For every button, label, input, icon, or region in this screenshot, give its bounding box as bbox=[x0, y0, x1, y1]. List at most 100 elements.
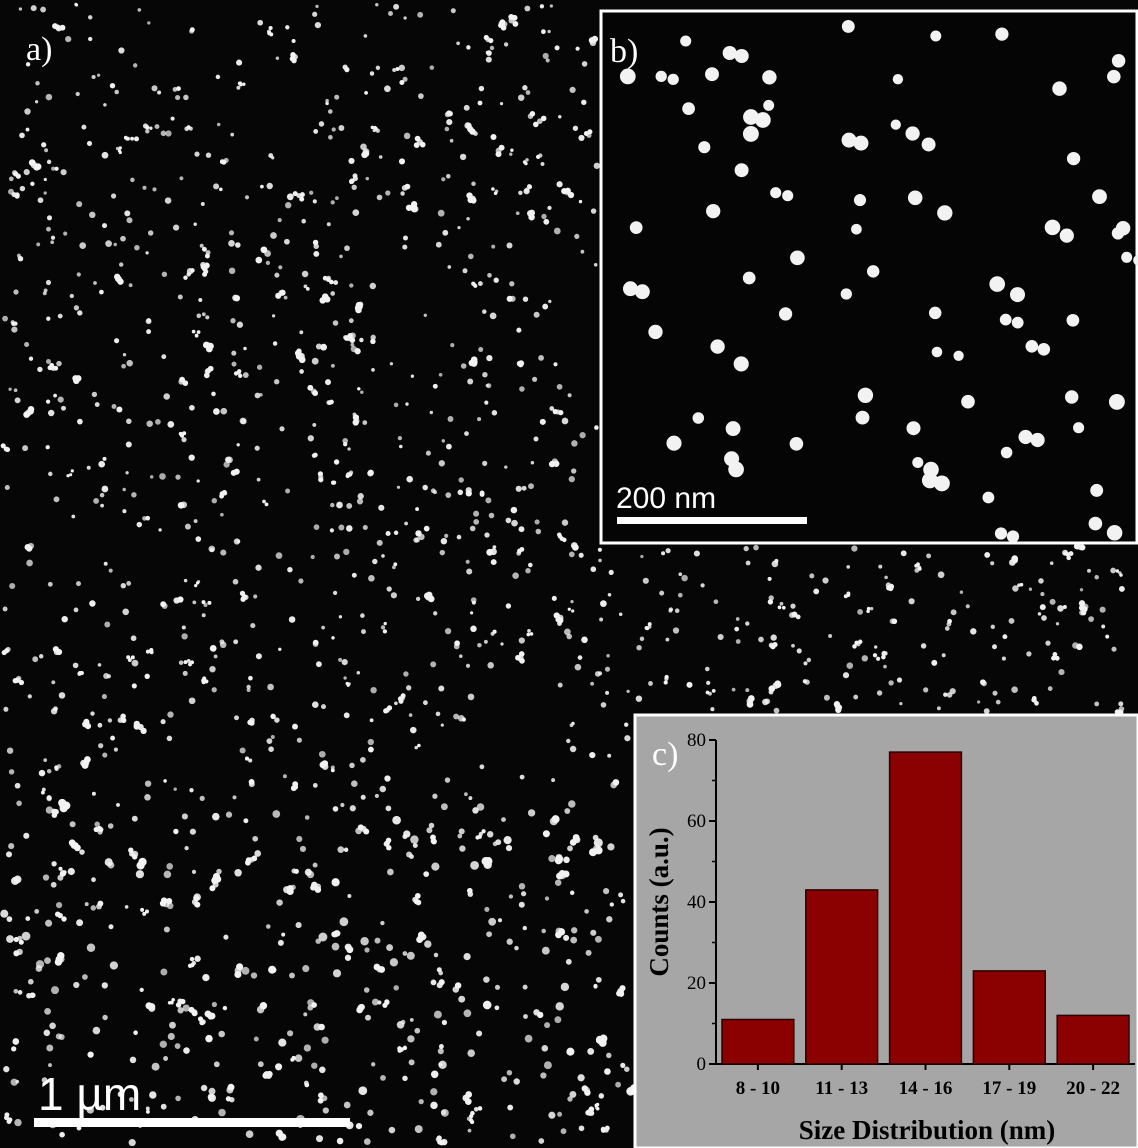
nanoparticle bbox=[255, 256, 263, 264]
nanoparticle bbox=[124, 210, 131, 217]
nanoparticle bbox=[791, 611, 798, 618]
nanoparticle bbox=[580, 249, 585, 254]
nanoparticle bbox=[251, 855, 258, 862]
nanoparticle bbox=[402, 76, 408, 82]
nanoparticle bbox=[238, 373, 243, 378]
nanoparticle bbox=[866, 606, 871, 611]
nanoparticle bbox=[1087, 568, 1091, 573]
nanoparticle bbox=[501, 1076, 508, 1083]
nanoparticle bbox=[73, 607, 79, 613]
nanoparticle bbox=[491, 187, 495, 191]
nanoparticle bbox=[333, 459, 340, 465]
nanoparticle bbox=[343, 847, 349, 853]
nanoparticle bbox=[535, 154, 541, 160]
nanoparticle bbox=[374, 937, 381, 944]
nanoparticle bbox=[486, 354, 493, 362]
nanoparticle bbox=[681, 574, 688, 582]
nanoparticle bbox=[600, 1127, 606, 1133]
nanoparticle bbox=[145, 909, 149, 914]
nanoparticle bbox=[102, 1014, 108, 1021]
nanoparticle bbox=[211, 391, 216, 397]
nanoparticle bbox=[349, 178, 355, 184]
nanoparticle bbox=[507, 1104, 514, 1111]
nanoparticle bbox=[71, 514, 76, 519]
nanoparticle bbox=[551, 778, 556, 783]
nanoparticle bbox=[413, 537, 419, 543]
nanoparticle bbox=[225, 811, 233, 818]
nanoparticle bbox=[950, 609, 957, 616]
nanoparticle bbox=[23, 411, 30, 418]
nanoparticle bbox=[493, 277, 499, 283]
nanoparticle bbox=[48, 1063, 52, 1068]
nanoparticle bbox=[440, 1109, 447, 1115]
nanoparticle bbox=[429, 65, 435, 70]
nanoparticle bbox=[157, 90, 162, 95]
nanoparticle bbox=[500, 24, 507, 31]
nanoparticle bbox=[591, 35, 599, 43]
nanoparticle bbox=[246, 684, 251, 690]
x-axis-ticks: 8 - 10 11 - 13 14 - 16 17 - 19 20 - 22 bbox=[736, 1064, 1120, 1099]
nanoparticle bbox=[579, 432, 586, 439]
nanoparticle bbox=[906, 421, 921, 436]
nanoparticle bbox=[430, 1070, 439, 1079]
nanoparticle bbox=[989, 276, 1006, 292]
nanoparticle bbox=[1058, 669, 1065, 676]
nanoparticle bbox=[49, 1022, 56, 1030]
nanoparticle bbox=[466, 887, 473, 894]
nanoparticle bbox=[415, 507, 420, 512]
nanoparticle bbox=[767, 576, 772, 581]
nanoparticle bbox=[851, 545, 858, 552]
nanoparticle bbox=[983, 708, 990, 715]
nanoparticle bbox=[1076, 643, 1083, 651]
nanoparticle bbox=[408, 713, 413, 717]
nanoparticle bbox=[391, 565, 396, 570]
nanoparticle bbox=[619, 68, 636, 85]
nanoparticle bbox=[147, 21, 151, 25]
nanoparticle bbox=[374, 793, 379, 798]
nanoparticle bbox=[193, 519, 198, 524]
nanoparticle bbox=[152, 187, 157, 192]
nanoparticle bbox=[477, 281, 483, 287]
nanoparticle bbox=[91, 391, 98, 398]
nanoparticle bbox=[541, 946, 550, 955]
nanoparticle bbox=[312, 11, 318, 17]
nanoparticle bbox=[593, 983, 598, 989]
nanoparticle bbox=[990, 624, 995, 629]
nanoparticle bbox=[182, 670, 188, 676]
nanoparticle bbox=[995, 699, 1001, 705]
nanoparticle bbox=[13, 936, 19, 943]
panel-b-scale-bar-label: 200 nm bbox=[616, 482, 716, 515]
nanoparticle bbox=[476, 803, 485, 811]
nanoparticle bbox=[464, 431, 469, 436]
nanoparticle bbox=[142, 123, 149, 129]
nanoparticle bbox=[9, 582, 16, 590]
nanoparticle bbox=[35, 81, 40, 86]
nanoparticle bbox=[331, 942, 340, 951]
nanoparticle bbox=[899, 701, 903, 706]
nanoparticle bbox=[1057, 605, 1064, 612]
nanoparticle bbox=[312, 783, 318, 788]
nanoparticle bbox=[61, 916, 67, 922]
nanoparticle bbox=[1012, 585, 1019, 592]
nanoparticle bbox=[286, 193, 294, 201]
nanoparticle bbox=[1000, 446, 1013, 459]
nanoparticle bbox=[389, 362, 394, 366]
nanoparticle bbox=[266, 924, 271, 929]
nanoparticle bbox=[14, 397, 21, 404]
nanoparticle bbox=[618, 892, 624, 898]
nanoparticle bbox=[518, 883, 526, 890]
nanoparticle bbox=[542, 52, 549, 59]
nanoparticle bbox=[438, 1044, 444, 1049]
nanoparticle bbox=[284, 238, 290, 245]
nanoparticle bbox=[45, 93, 53, 101]
nanoparticle bbox=[3, 706, 9, 712]
nanoparticle bbox=[43, 177, 47, 182]
nanoparticle bbox=[125, 136, 130, 141]
nanoparticle bbox=[203, 602, 208, 608]
nanoparticle bbox=[390, 592, 397, 599]
nanoparticle bbox=[23, 832, 30, 839]
nanoparticle bbox=[392, 815, 401, 825]
nanoparticle bbox=[465, 490, 472, 497]
nanoparticle bbox=[519, 386, 525, 392]
nanoparticle bbox=[38, 654, 44, 659]
